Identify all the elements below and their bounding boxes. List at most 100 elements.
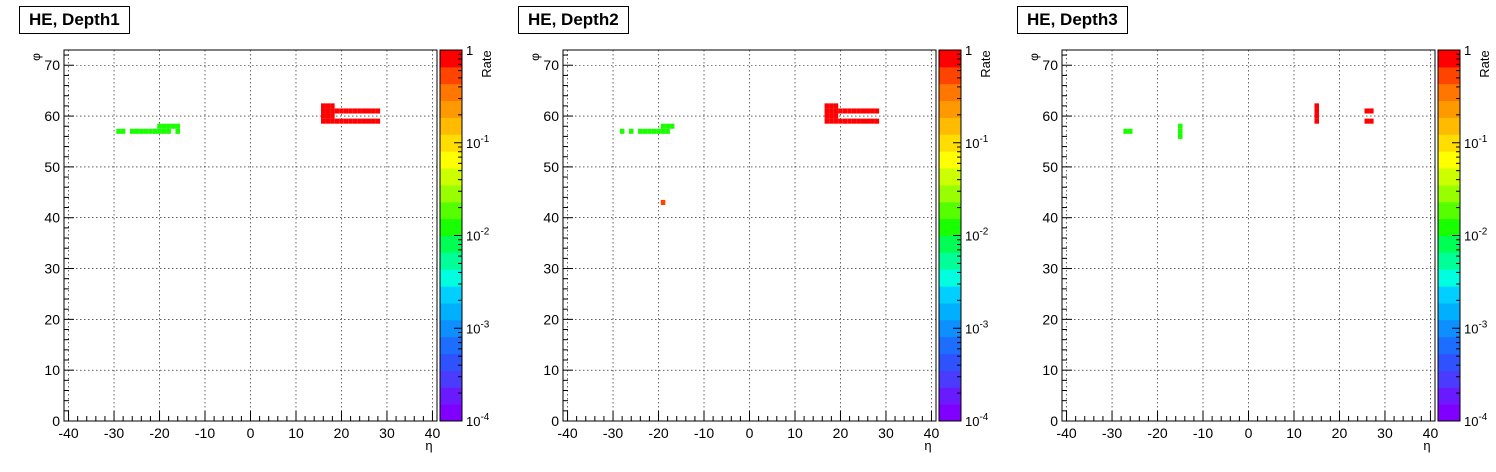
heatmap-cell bbox=[375, 118, 381, 124]
colorbar-segment bbox=[1438, 66, 1460, 85]
y-tick-label: 60 bbox=[543, 108, 559, 124]
heatmap-cell bbox=[166, 123, 171, 129]
colorbar-tick-label: 10-1 bbox=[466, 134, 490, 151]
y-tick-label: 50 bbox=[1042, 159, 1058, 175]
heatmap-cell bbox=[847, 108, 852, 114]
heatmap-cell bbox=[665, 123, 670, 129]
heatmap-cell bbox=[157, 128, 162, 134]
heatmap-cell bbox=[371, 108, 376, 114]
colorbar-segment bbox=[939, 218, 961, 236]
colorbar-segment bbox=[440, 83, 462, 102]
y-tick-label: 60 bbox=[44, 108, 60, 124]
heatmap-cell bbox=[139, 128, 144, 134]
x-tick-label: -40 bbox=[58, 425, 78, 441]
heatmap-cell bbox=[361, 118, 367, 124]
heatmap-cell bbox=[1369, 118, 1374, 124]
colorbar-segment bbox=[939, 302, 961, 321]
heatmap-cell bbox=[829, 108, 834, 114]
heatmap-cell bbox=[851, 108, 857, 114]
colorbar-segment bbox=[1438, 117, 1460, 135]
colorbar-tick-label: 1 bbox=[965, 43, 972, 58]
colorbar-segment bbox=[1438, 269, 1460, 287]
heatmap-cell bbox=[361, 108, 367, 114]
chart-panel-depth1: HE, Depth1 -40 -30 -20 -10 0 10 20 30 40 0 10 20 30 4… bbox=[0, 0, 498, 472]
y-tick-label: 50 bbox=[543, 159, 559, 175]
colorbar-segment bbox=[1438, 83, 1460, 102]
colorbar-segment bbox=[939, 387, 961, 405]
colorbar-segment bbox=[440, 168, 462, 186]
heatmap-cell bbox=[833, 118, 839, 124]
y-tick-label: 40 bbox=[1042, 210, 1058, 226]
y-tick-label: 70 bbox=[1042, 57, 1058, 73]
heatmap-cell bbox=[170, 123, 176, 129]
x-tick-label: -30 bbox=[1102, 425, 1122, 441]
heatmap-cell bbox=[1177, 133, 1183, 139]
heatmap-cell bbox=[339, 118, 344, 124]
colorbar-tick-label: 10-2 bbox=[965, 227, 989, 244]
heatmap-cell bbox=[647, 128, 652, 134]
x-tick-label: 0 bbox=[746, 425, 754, 441]
heatmap-cell bbox=[1123, 128, 1128, 134]
x-tick-label: 40 bbox=[425, 425, 441, 441]
colorbar-segment bbox=[939, 404, 961, 422]
y-tick-label: 60 bbox=[1042, 108, 1058, 124]
colorbar-segment bbox=[1438, 302, 1460, 321]
y-tick-label: 0 bbox=[1050, 413, 1058, 429]
y-tick-label: 20 bbox=[44, 311, 60, 327]
heatmap-chart: -40 -30 -20 -10 0 10 20 30 40 0 10 20 30 40 50 60 70 η φ 1 1… bbox=[1027, 43, 1492, 453]
x-tick-label: 30 bbox=[878, 425, 894, 441]
y-axis-label: φ bbox=[1027, 53, 1041, 61]
y-tick-label: 30 bbox=[543, 261, 559, 277]
heatmap-cell bbox=[1364, 118, 1370, 124]
colorbar-segment bbox=[440, 218, 462, 236]
colorbar-segment bbox=[939, 151, 961, 169]
colorbar-segment bbox=[939, 184, 961, 203]
heatmap-cell bbox=[157, 123, 162, 129]
heatmap-cell bbox=[1177, 128, 1183, 134]
heatmap-cell bbox=[842, 118, 848, 124]
heatmap-cell bbox=[175, 128, 180, 134]
heatmap-cell bbox=[116, 128, 121, 134]
colorbar-segment bbox=[440, 370, 462, 388]
colorbar-segment bbox=[939, 286, 961, 304]
colorbar-segment bbox=[939, 235, 961, 253]
heatmap-cell bbox=[833, 103, 839, 109]
colorbar-segment bbox=[1438, 404, 1460, 422]
y-tick-label: 40 bbox=[44, 210, 60, 226]
x-tick-label: -10 bbox=[195, 425, 215, 441]
colorbar-segment bbox=[440, 319, 462, 338]
colorbar-segment bbox=[440, 117, 462, 135]
colorbar-segment bbox=[440, 269, 462, 287]
heatmap-cell bbox=[166, 128, 171, 134]
heatmap-cell bbox=[838, 108, 843, 114]
heatmap-cell bbox=[1369, 108, 1374, 114]
y-tick-label: 20 bbox=[543, 311, 559, 327]
colorbar-segment bbox=[939, 319, 961, 338]
heatmap-cell bbox=[321, 113, 326, 119]
heatmap-cell bbox=[152, 128, 158, 134]
heatmap-cell bbox=[330, 118, 335, 124]
heatmap-cell bbox=[371, 118, 376, 124]
heatmap-cell bbox=[334, 108, 340, 114]
colorbar-label: Rate bbox=[479, 50, 494, 77]
heatmap-cell bbox=[628, 128, 634, 134]
chart-title: HE, Depth1 bbox=[19, 6, 130, 34]
colorbar-segment bbox=[939, 269, 961, 287]
colorbar-segment bbox=[440, 336, 462, 355]
heatmap-cell bbox=[833, 108, 839, 114]
heatmap-cell bbox=[325, 113, 331, 119]
x-tick-label: 20 bbox=[833, 425, 849, 441]
heatmap-cell bbox=[343, 118, 349, 124]
colorbar-segment bbox=[440, 302, 462, 321]
colorbar-tick-label: 10-3 bbox=[1464, 319, 1488, 336]
colorbar-tick-label: 10-2 bbox=[466, 227, 490, 244]
chart-title: HE, Depth3 bbox=[1017, 6, 1128, 34]
heatmap-cell bbox=[348, 118, 353, 124]
heatmap-cell bbox=[1127, 128, 1133, 134]
x-tick-label: 0 bbox=[247, 425, 255, 441]
heatmap-cell bbox=[1314, 118, 1320, 124]
y-tick-label: 20 bbox=[1042, 311, 1058, 327]
colorbar-segment bbox=[939, 50, 961, 68]
y-tick-label: 0 bbox=[551, 413, 559, 429]
colorbar-segment bbox=[440, 353, 462, 371]
